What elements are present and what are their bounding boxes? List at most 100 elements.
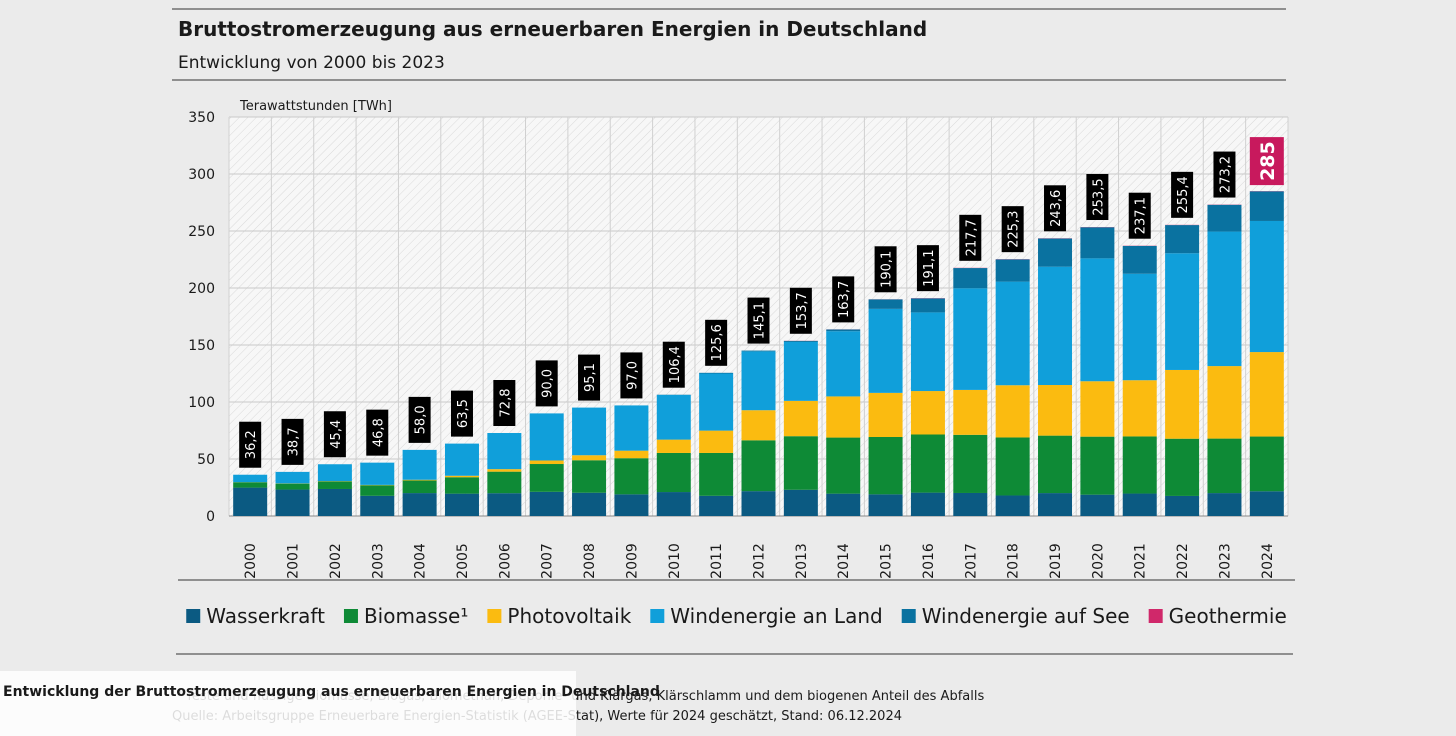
bar-segment	[1080, 258, 1115, 382]
bar-segment	[953, 389, 988, 435]
bar-segment	[444, 443, 479, 476]
bar-segment	[1249, 436, 1284, 492]
bar-segment	[868, 494, 903, 516]
total-label: 63,5	[456, 399, 471, 428]
bar-segment	[953, 288, 988, 390]
bar-segment	[1165, 495, 1200, 516]
bar-segment	[656, 452, 691, 493]
bar-segment	[826, 396, 861, 438]
bar-segment	[741, 491, 776, 516]
bar-segment	[1165, 253, 1200, 370]
total-label: 46,8	[371, 418, 386, 447]
bar-segment	[1122, 273, 1157, 381]
bar-segment	[1038, 493, 1073, 516]
bar-segment	[699, 495, 734, 516]
bar-segment	[614, 458, 649, 495]
bar-segment	[910, 391, 945, 435]
bar-segment	[233, 482, 268, 488]
total-label-box	[1128, 192, 1151, 239]
bar-segment	[233, 487, 268, 516]
bar-segment	[1165, 369, 1200, 439]
bar-segment	[1038, 238, 1073, 267]
bar-segment	[783, 341, 818, 401]
overlay-box	[0, 671, 576, 736]
bar-segment	[699, 372, 734, 374]
bar-segment	[995, 437, 1030, 496]
bar-segment	[1122, 245, 1157, 274]
total-label-box	[578, 354, 601, 401]
bar-segment	[402, 480, 437, 494]
bar-segment	[868, 308, 903, 393]
y-tick-label: 300	[188, 167, 215, 183]
bar-segment	[572, 460, 607, 493]
legend-label: Windenergie auf See	[922, 604, 1130, 628]
bar-segment	[868, 299, 903, 309]
x-tick-label: 2007	[540, 543, 556, 579]
bar-segment	[1122, 493, 1157, 516]
bar-segment	[487, 471, 522, 494]
bar-segment	[1207, 438, 1242, 494]
bar-segment	[1165, 438, 1200, 496]
y-tick-label: 100	[188, 395, 215, 411]
y-tick-label: 50	[197, 452, 215, 468]
total-label: 163,7	[837, 281, 852, 318]
x-tick-label: 2004	[413, 543, 429, 579]
bar-segment	[444, 475, 479, 478]
bar-segment	[783, 436, 818, 490]
bar-segment	[572, 407, 607, 456]
total-label-box	[323, 411, 346, 458]
x-tick-label: 2005	[455, 543, 471, 579]
total-label: 125,6	[710, 324, 725, 361]
x-tick-label: 2000	[243, 543, 259, 579]
total-label: 243,6	[1049, 190, 1064, 227]
total-label: 58,0	[414, 405, 429, 434]
legend-swatch	[343, 609, 358, 623]
bar-segment	[487, 433, 522, 470]
bar-segment	[953, 434, 988, 493]
bar-segment	[275, 489, 310, 516]
x-tick-label: 2006	[497, 543, 513, 579]
bar-segment	[360, 495, 395, 516]
bar-segment	[741, 410, 776, 441]
total-label: 72,8	[498, 389, 513, 418]
total-label: 106,4	[668, 346, 683, 383]
total-label: 38,7	[287, 427, 302, 456]
y-axis-label: Terawattstunden [TWh]	[239, 99, 392, 114]
bar-segment	[1249, 191, 1284, 221]
x-tick-label: 2008	[582, 543, 598, 579]
legend: Wasserkraft Biomasse¹ Photovoltaik Windener…	[186, 604, 1287, 628]
bar-segment	[487, 469, 522, 472]
total-label: 45,4	[329, 420, 344, 449]
bar-segment	[783, 340, 818, 342]
bar-segment	[233, 474, 268, 483]
total-label-box	[493, 380, 516, 427]
bar-segment	[614, 450, 649, 459]
bar-segment	[1207, 204, 1242, 232]
bar-segment	[826, 493, 861, 516]
bar-segment	[868, 392, 903, 437]
bar-segment	[826, 331, 861, 397]
bar-segment	[1038, 435, 1073, 494]
bar-segment	[826, 437, 861, 494]
total-label: 225,3	[1007, 211, 1022, 248]
bar-segment	[614, 405, 649, 451]
bar-segment	[741, 440, 776, 492]
bar-segment	[529, 464, 564, 492]
bar-segment	[699, 373, 734, 431]
total-label: 217,7	[964, 219, 979, 256]
bar-segment	[910, 492, 945, 516]
x-tick-label: 2020	[1090, 543, 1106, 579]
legend-swatch	[650, 609, 665, 623]
bar-segment	[572, 455, 607, 461]
bar-segment	[529, 413, 564, 461]
bar-segment	[402, 493, 437, 516]
bar-segment	[656, 492, 691, 516]
total-label-box	[535, 360, 558, 407]
bar-segment	[910, 434, 945, 493]
total-label-box	[239, 421, 262, 468]
total-label: 253,5	[1091, 178, 1106, 215]
legend-label: Wasserkraft	[206, 604, 325, 628]
x-tick-label: 2001	[286, 543, 302, 579]
bar-segment	[614, 494, 649, 516]
